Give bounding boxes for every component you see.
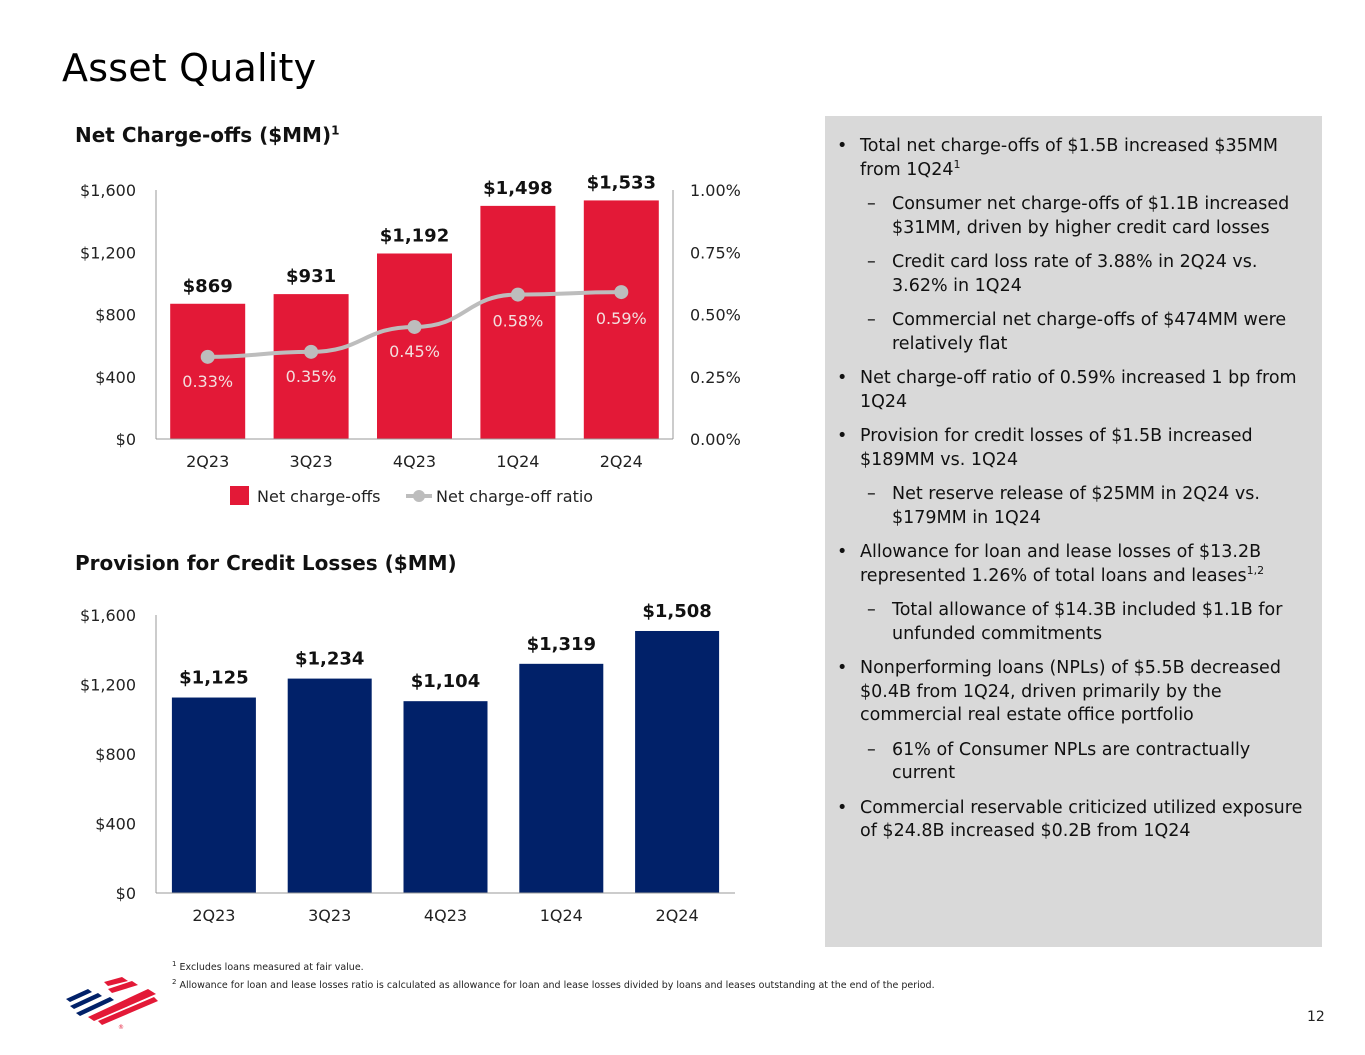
sub-bullet-item: Net reserve release of $25MM in 2Q24 vs.… [835, 483, 1305, 530]
provision-ytick-label: $400 [95, 815, 136, 834]
bullet-item: Net charge-off ratio of 0.59% increased … [835, 367, 1305, 414]
provision-bar [171, 697, 256, 893]
nco-y2tick-label: 1.00% [690, 181, 741, 200]
sub-bullet-item: Total allowance of $14.3B included $1.1B… [835, 599, 1305, 646]
nco-ytick-label: $400 [95, 368, 136, 387]
bullet-text: Commercial reservable criticized utilize… [860, 797, 1303, 842]
nco-xtick-label: 2Q24 [600, 452, 643, 471]
legend-marker-net-charge-off-ratio [413, 490, 425, 502]
bullet-text: Provision for credit losses of $1.5B inc… [860, 426, 1253, 470]
bullet-footnote-ref: 1,2 [1246, 563, 1265, 577]
provision-bar [635, 630, 720, 893]
nco-bar-value-label: $931 [286, 266, 336, 287]
footnote-2: 2 Allowance for loan and lease losses ra… [172, 975, 935, 993]
provision-bar [287, 678, 372, 893]
provision-ytick-label: $1,600 [80, 606, 136, 625]
provision-bar-value-label: $1,104 [411, 671, 480, 692]
nco-ratio-label: 0.35% [286, 367, 337, 386]
bullet-item: Total net charge-offs of $1.5B increased… [835, 135, 1305, 182]
bullet-text: Allowance for loan and lease losses of $… [860, 542, 1262, 586]
provision-xtick-label: 1Q24 [540, 906, 583, 925]
nco-chart-title: Net Charge-offs ($MM)1 [75, 123, 339, 147]
provision-bar-value-label: $1,508 [642, 601, 711, 622]
nco-chart-title-sup: 1 [331, 123, 340, 138]
footnotes: 1 Excludes loans measured at fair value.… [172, 957, 935, 993]
legend-label-net-charge-off-ratio: Net charge-off ratio [436, 487, 593, 506]
nco-y2tick-label: 0.00% [690, 430, 741, 449]
bullet-footnote-ref: 1 [953, 157, 961, 171]
page-number: 12 [1307, 1009, 1325, 1025]
nco-ratio-point [510, 287, 525, 302]
nco-xtick-label: 1Q24 [496, 452, 539, 471]
nco-bar [170, 303, 246, 439]
legend-label-net-charge-offs: Net charge-offs [257, 487, 380, 506]
nco-xtick-label: 4Q23 [393, 452, 436, 471]
nco-ytick-label: $1,200 [80, 243, 136, 262]
footnote-1-sup: 1 [172, 960, 177, 968]
legend-swatch-net-charge-offs [230, 486, 249, 505]
provision-bar-value-label: $1,319 [527, 634, 596, 655]
nco-bar [377, 253, 452, 439]
nco-bar-value-label: $869 [183, 276, 233, 297]
provision-chart-title: Provision for Credit Losses ($MM) [75, 551, 457, 575]
sub-bullet-item: Credit card loss rate of 3.88% in 2Q24 v… [835, 251, 1305, 298]
sub-bullet-item: Commercial net charge-offs of $474MM wer… [835, 309, 1305, 356]
nco-ratio-point [200, 349, 215, 364]
bullet-item: Allowance for loan and lease losses of $… [835, 541, 1305, 588]
bullet-text: Nonperforming loans (NPLs) of $5.5B decr… [860, 658, 1281, 725]
bullet-item: Commercial reservable criticized utilize… [835, 797, 1305, 844]
provision-xtick-label: 2Q24 [656, 906, 699, 925]
nco-xtick-label: 3Q23 [290, 452, 333, 471]
nco-y2tick-label: 0.75% [690, 243, 741, 262]
commentary-bullets: Total net charge-offs of $1.5B increased… [835, 135, 1305, 855]
nco-chart-title-text: Net Charge-offs ($MM) [75, 123, 332, 147]
provision-chart: $0 $400 $800 $1,200 $1,600 $1,125 2Q23 $1,234 3Q… [80, 601, 735, 925]
sub-bullet-item: 61% of Consumer NPLs are contractually c… [835, 739, 1305, 786]
nco-ratio-label: 0.45% [389, 342, 440, 361]
provision-xtick-label: 4Q23 [424, 906, 467, 925]
provision-ytick-label: $0 [116, 884, 136, 903]
bank-flag-logo: ® [64, 975, 160, 1035]
nco-ytick-label: $1,600 [80, 181, 136, 200]
flag-logo-icon: ® [66, 977, 158, 1031]
footnote-2-sup: 2 [172, 978, 177, 987]
nco-ratio-point [304, 344, 319, 359]
provision-xtick-label: 2Q23 [192, 906, 235, 925]
bullet-item: Nonperforming loans (NPLs) of $5.5B decr… [835, 657, 1305, 728]
nco-bar [583, 200, 659, 439]
provision-ytick-label: $800 [95, 745, 136, 764]
nco-bar-value-label: $1,533 [587, 172, 656, 193]
nco-ratio-label: 0.59% [596, 309, 647, 328]
sub-bullet-item: Consumer net charge-offs of $1.1B increa… [835, 193, 1305, 240]
nco-ytick-label: $0 [116, 430, 136, 449]
footnote-1: 1 Excludes loans measured at fair value. [172, 957, 935, 975]
provision-ytick-label: $1,200 [80, 676, 136, 695]
page-title: Asset Quality [62, 46, 317, 90]
net-charge-offs-chart: $0 $400 $800 $1,200 $1,600 0.00% 0.25% 0.50% 0.7… [80, 172, 741, 506]
nco-xtick-label: 2Q23 [186, 452, 229, 471]
nco-ytick-label: $800 [95, 306, 136, 325]
provision-bar-value-label: $1,234 [295, 649, 364, 670]
provision-bar [403, 701, 488, 893]
provision-bar [519, 663, 604, 893]
provision-bar-value-label: $1,125 [179, 668, 248, 689]
footnote-2-text: Allowance for loan and lease losses rati… [179, 980, 935, 992]
bullet-text: Total net charge-offs of $1.5B increased… [860, 136, 1278, 180]
bullet-text: Net charge-off ratio of 0.59% increased … [860, 368, 1297, 412]
nco-bar-value-label: $1,498 [483, 178, 552, 199]
nco-ratio-point [407, 319, 422, 334]
nco-ratio-label: 0.58% [492, 312, 543, 331]
nco-y2tick-label: 0.25% [690, 368, 741, 387]
nco-bar [273, 294, 349, 439]
nco-y2tick-label: 0.50% [690, 306, 741, 325]
nco-ratio-label: 0.33% [182, 372, 233, 391]
bullet-item: Provision for credit losses of $1.5B inc… [835, 425, 1305, 472]
nco-bar-value-label: $1,192 [380, 225, 449, 246]
footnote-1-text: Excludes loans measured at fair value. [179, 962, 364, 974]
provision-xtick-label: 3Q23 [308, 906, 351, 925]
logo-registered-mark: ® [118, 1024, 124, 1031]
nco-bar [480, 205, 556, 439]
nco-ratio-point [614, 285, 629, 300]
